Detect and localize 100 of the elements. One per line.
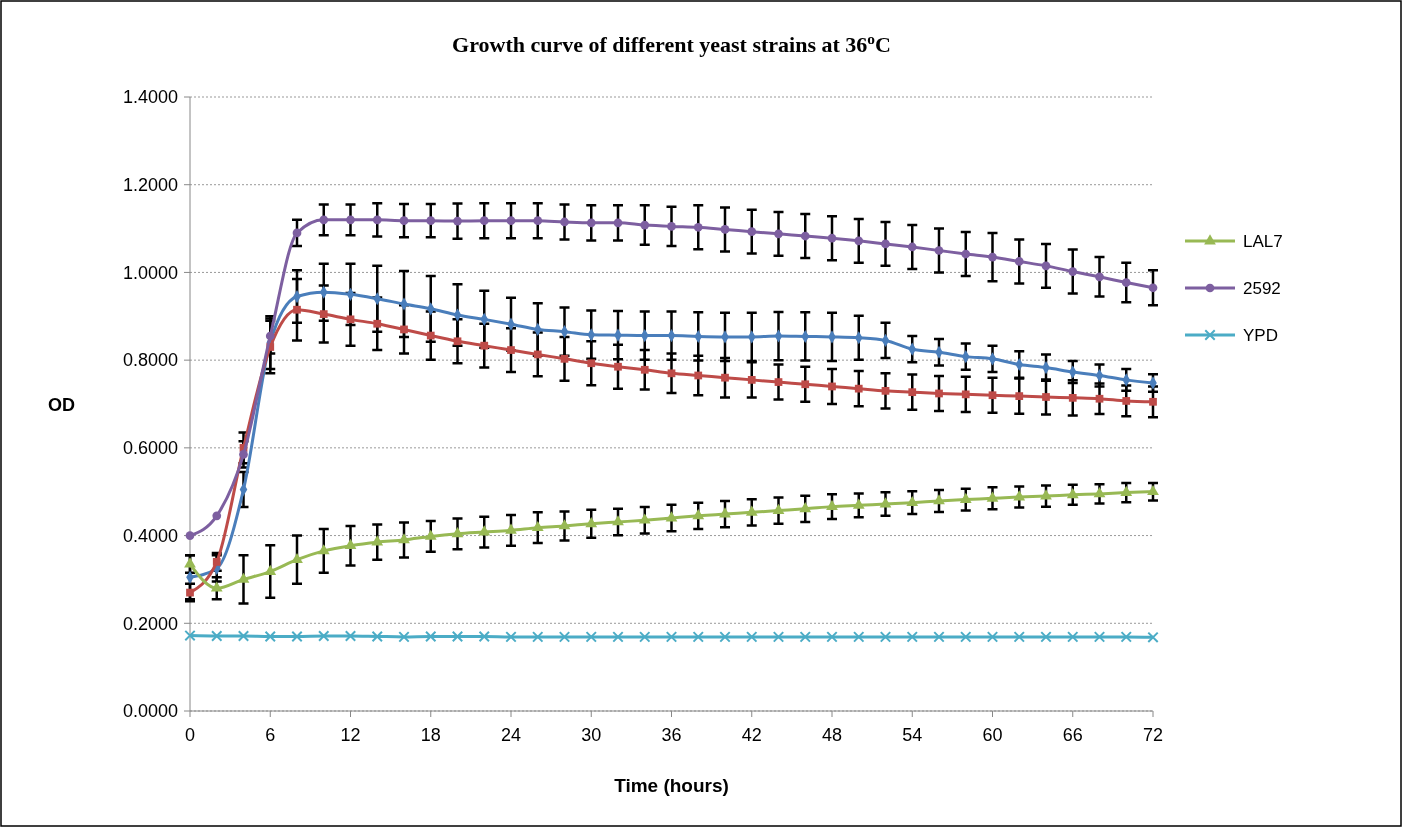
y-tick-label: 1.0000: [122, 262, 178, 283]
point: [558, 519, 571, 530]
point: [1040, 489, 1052, 500]
point: [639, 631, 651, 643]
point: [1015, 392, 1024, 400]
point: [264, 564, 277, 575]
point: [665, 631, 678, 643]
point: [772, 503, 785, 514]
y-axis-title: OD: [48, 395, 75, 415]
point: [1095, 394, 1104, 403]
point: [264, 630, 276, 643]
point: [317, 544, 330, 555]
x-axis-title: Time (hours): [614, 775, 729, 796]
point: [612, 631, 624, 643]
legend-label: LAL7: [1243, 231, 1283, 251]
point: [399, 216, 409, 226]
chart-title: Growth curve of different yeast strains at 36$^{o}$C: [452, 29, 891, 57]
y-tick-label: 0.0000: [122, 701, 178, 722]
point: [1149, 397, 1157, 406]
point: [292, 228, 302, 238]
point: [1066, 487, 1079, 499]
x-tick-label: 42: [741, 725, 762, 745]
point: [1093, 487, 1106, 498]
point: [1147, 484, 1159, 496]
point: [879, 631, 892, 643]
point: [1093, 631, 1106, 643]
point: [371, 535, 384, 546]
point: [988, 391, 997, 400]
point: [184, 629, 196, 642]
point: [986, 491, 999, 502]
point: [1067, 631, 1079, 643]
point: [398, 631, 410, 643]
x-tick-label: 6: [265, 725, 276, 745]
point: [239, 450, 248, 459]
point: [1013, 490, 1026, 501]
point: [212, 511, 222, 521]
point: [799, 631, 811, 643]
point: [1120, 631, 1132, 643]
point: [774, 378, 783, 386]
point: [799, 502, 812, 513]
x-tick-label: 36: [661, 725, 682, 745]
point: [533, 350, 542, 359]
point: [560, 354, 569, 363]
point: [453, 337, 462, 346]
x-tick-label: 54: [902, 725, 923, 745]
point: [854, 236, 864, 246]
y-tick-label: 0.2000: [122, 613, 178, 634]
point: [478, 525, 491, 536]
point: [638, 513, 651, 524]
y-tick-label: 0.6000: [122, 438, 178, 459]
point: [907, 242, 917, 252]
point: [1147, 631, 1159, 644]
point: [585, 631, 597, 643]
point: [746, 631, 758, 643]
point: [1042, 393, 1050, 401]
point: [319, 215, 329, 225]
point: [505, 523, 517, 534]
point: [693, 222, 703, 232]
point: [933, 494, 945, 505]
point: [210, 581, 223, 592]
point: [906, 495, 919, 507]
point: [451, 527, 464, 538]
point: [960, 631, 972, 643]
x-tick-label: 60: [982, 725, 1003, 745]
point: [211, 630, 223, 642]
point: [881, 239, 890, 249]
point: [1122, 397, 1131, 405]
point: [959, 492, 972, 504]
point: [667, 369, 676, 378]
point: [318, 630, 330, 642]
point: [827, 233, 837, 243]
legend-label: YPD: [1243, 325, 1278, 345]
point: [1068, 393, 1077, 402]
point: [426, 331, 435, 340]
y-tick-label: 0.8000: [122, 350, 178, 371]
y-tick-label: 1.4000: [122, 87, 178, 108]
point: [881, 386, 890, 395]
point: [1014, 257, 1024, 266]
point: [747, 376, 756, 384]
point: [640, 220, 650, 230]
point: [585, 516, 598, 528]
point: [1095, 272, 1104, 282]
point: [1120, 485, 1133, 496]
point: [853, 631, 865, 643]
point: [1148, 283, 1158, 293]
point: [478, 630, 490, 643]
point: [425, 630, 437, 643]
point: [346, 315, 355, 324]
point: [506, 216, 516, 226]
point: [933, 631, 945, 643]
x-tick-label: 18: [420, 725, 441, 745]
point: [373, 319, 382, 328]
x-tick-label: 30: [581, 725, 602, 745]
point: [934, 246, 944, 255]
point: [1013, 631, 1025, 643]
point: [800, 231, 810, 241]
point: [293, 305, 301, 314]
point: [719, 631, 731, 643]
point: [745, 505, 758, 516]
point: [721, 373, 729, 382]
